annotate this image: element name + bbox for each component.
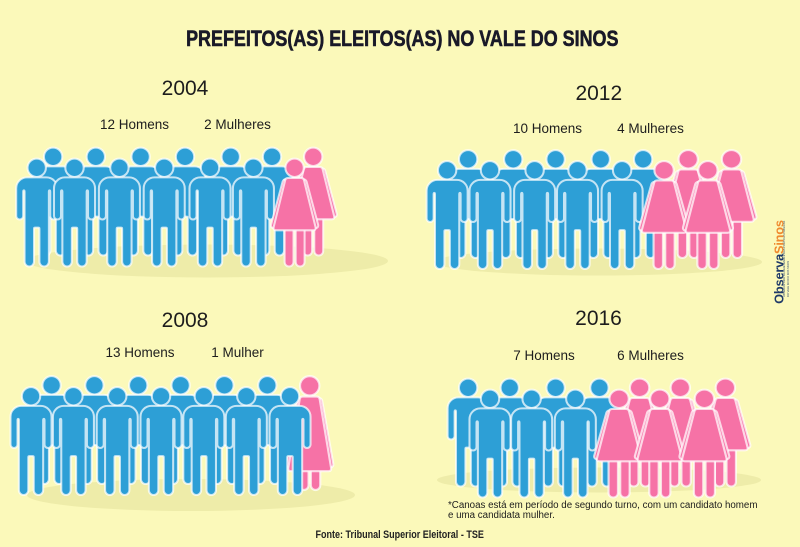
svg-text:DO VALE DO RIO DOS SINOS: DO VALE DO RIO DOS SINOS	[786, 261, 790, 297]
svg-text:OBSERVATÓRIO DA REALIDADE E DA: OBSERVATÓRIO DA REALIDADE E DAS POLÍTICA…	[781, 220, 786, 297]
